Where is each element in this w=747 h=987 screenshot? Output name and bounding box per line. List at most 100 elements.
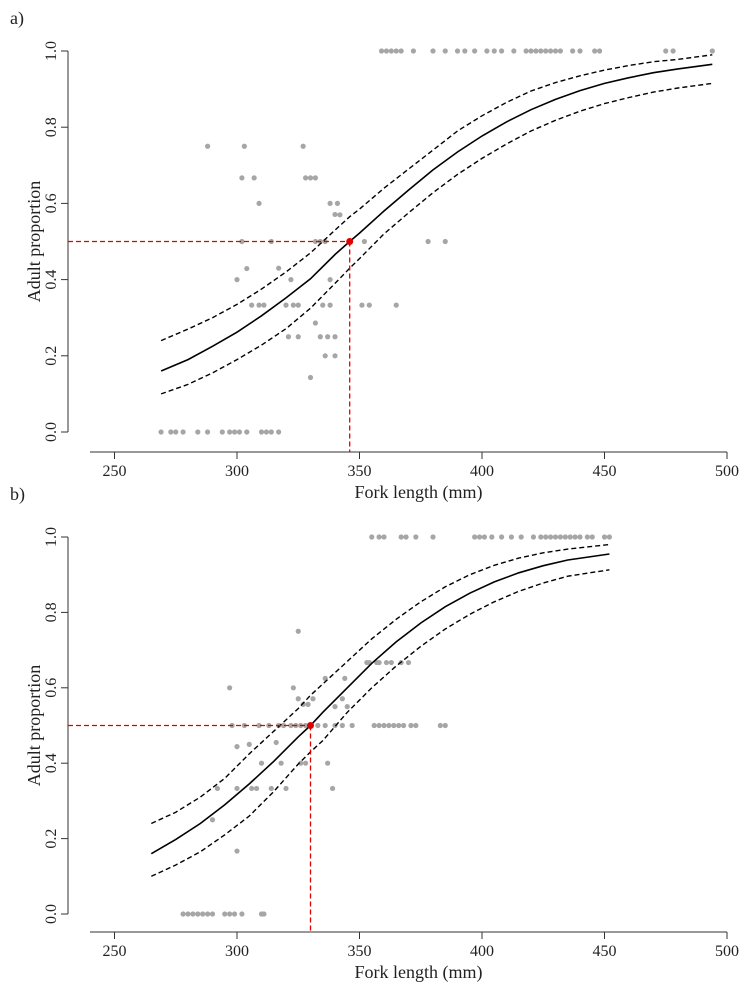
data-point [261,302,267,308]
data-point [530,534,537,540]
data-point [320,302,326,308]
data-point [366,302,372,308]
data-point [499,48,505,54]
data-point [557,534,564,540]
data-point [378,48,385,54]
data-point [295,696,301,702]
fit-line [160,63,713,372]
data-point [246,741,252,747]
data-point [376,722,382,729]
fit-lower-ci-line [160,82,713,395]
y-tick-label: 0.6 [43,678,60,698]
data-point [239,911,245,917]
data-point [214,785,220,792]
data-point [401,722,407,729]
data-point [190,911,196,917]
data-point [256,722,262,729]
data-point [369,534,375,540]
data-point [288,277,294,283]
data-point [307,175,314,181]
y-tick-label: 0.0 [43,422,60,442]
data-point [601,534,608,540]
data-point [430,48,436,54]
chart-panel-a: a) 250 300 350 400 450 500 0.0 0.2 0.4 0.6 0.8 1.0 Fo… [10,8,739,503]
x-tick-label: 450 [593,943,617,960]
data-point [258,760,265,766]
data-point [552,534,559,540]
fit-upper-ci-line [160,54,713,342]
data-point [254,785,260,792]
data-point [234,785,240,792]
y-tick-label: 1.0 [43,41,60,61]
data-point [310,696,316,702]
data-point [249,785,255,792]
data-point [396,722,402,729]
y-tick-label: 0.8 [43,117,60,137]
data-point [548,534,554,540]
data-point [219,429,225,435]
data-point [386,722,392,729]
panel-label: b) [10,484,25,505]
data-point [342,675,348,681]
data-point [381,534,387,540]
y-axis-title: Adult proportion [24,181,44,303]
data-point [234,744,240,750]
data-point [312,175,318,181]
threshold-point [346,238,354,245]
data-point [584,534,590,540]
data-point [481,534,488,540]
data-point [567,534,573,540]
data-point [454,48,461,54]
data-point [288,722,294,729]
data-point [398,48,404,54]
panel-label: a) [10,8,24,29]
y-tick-label: 0.0 [43,904,60,924]
data-point [332,353,338,359]
data-point [268,429,274,435]
data-point [329,785,336,792]
data-point [327,200,333,206]
data-point [263,429,269,435]
data-point [442,722,448,729]
data-point [273,739,279,746]
data-point [276,265,282,271]
data-point [425,238,431,245]
data-point [437,722,443,729]
data-point [523,48,529,54]
data-point [180,429,186,435]
x-axis-title: Fork length (mm) [355,962,483,983]
data-point [393,48,399,54]
data-point [244,265,250,272]
data-point [491,48,497,54]
data-point [552,48,559,54]
data-point [499,534,505,540]
data-point [168,429,174,435]
data-point [533,48,539,54]
data-point [349,722,355,729]
data-point [205,429,211,435]
data-point [413,722,419,729]
data-point [256,302,262,308]
data-point [670,48,676,54]
data-point [325,334,331,340]
fit-line [150,553,610,855]
data-point [295,628,301,634]
data-point [472,48,478,54]
data-point [577,48,583,54]
data-point [256,200,262,206]
data-point [231,911,238,917]
data-point [376,659,382,666]
data-point [476,534,483,540]
data-point [393,302,399,308]
data-point [570,48,576,54]
data-point [283,302,289,308]
data-point [408,722,414,729]
data-point [303,722,309,729]
x-tick-label: 350 [348,943,372,960]
data-point [543,48,549,54]
data-point [315,722,321,729]
data-point [185,911,191,917]
x-tick-label: 400 [470,463,494,480]
data-point [543,534,549,540]
data-point [528,48,534,54]
